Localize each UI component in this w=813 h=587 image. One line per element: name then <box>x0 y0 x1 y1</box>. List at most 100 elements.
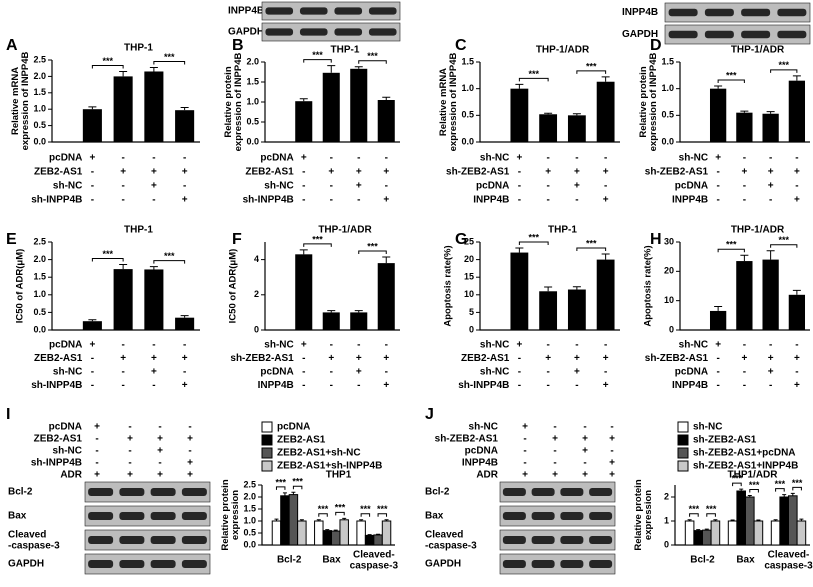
condition-mark: - <box>152 380 155 391</box>
legend-label: sh-ZEB2-AS1 <box>693 435 757 446</box>
y-axis-label: IC50 of ADR(μM) <box>228 249 239 324</box>
y-tick-label: 1.5 <box>246 76 259 86</box>
error-bar <box>354 66 363 69</box>
blot-band <box>502 536 526 544</box>
blot-band <box>589 488 613 496</box>
condition-mark: + <box>151 353 157 364</box>
y-tick-label: 2.5 <box>243 479 256 489</box>
condition-mark: + <box>383 195 389 206</box>
significance-bracket <box>576 70 607 74</box>
y-tick-label: 0.5 <box>246 116 259 126</box>
y-tick-label: 0.5 <box>33 120 46 130</box>
blot-band <box>704 8 734 17</box>
y-tick-label: 1 <box>664 515 669 525</box>
significance-bracket <box>576 247 607 251</box>
significance-bracket <box>749 489 759 493</box>
bar <box>297 520 307 546</box>
condition-label: pcDNA <box>476 181 509 192</box>
significance-bracket <box>153 61 186 65</box>
error-bar <box>376 533 381 535</box>
condition-mark: + <box>609 434 615 445</box>
x-tick-label: Bcl-2 <box>277 555 302 566</box>
condition-mark: - <box>121 380 124 391</box>
error-bar <box>687 519 692 521</box>
condition-mark: - <box>604 181 607 192</box>
condition-mark: + <box>574 367 580 378</box>
condition-mark: + <box>794 353 800 364</box>
condition-mark: - <box>769 340 772 351</box>
condition-label: pcDNA <box>675 181 708 192</box>
condition-mark: + <box>383 167 389 178</box>
condition-label: pcDNA <box>49 422 82 433</box>
blot-label: GAPDH <box>8 559 44 570</box>
condition-mark: - <box>604 340 607 351</box>
y-tick-label: 4 <box>254 254 259 264</box>
bar <box>322 530 332 546</box>
panel-letter: J <box>425 406 434 423</box>
significance-bracket <box>153 260 186 264</box>
y-tick-label: 20 <box>664 266 674 276</box>
y-tick-label: 0 <box>469 324 474 334</box>
condition-mark: - <box>385 340 388 351</box>
significance-bracket <box>91 64 124 69</box>
condition-mark: - <box>188 422 191 433</box>
condition-mark: - <box>518 167 521 178</box>
condition-label: sh-ZEB2-AS1 <box>435 434 499 445</box>
condition-mark: + <box>151 181 157 192</box>
significance-bracket <box>303 243 332 247</box>
error-bar <box>747 495 752 497</box>
significance-label: *** <box>778 60 789 70</box>
error-bar <box>291 491 296 495</box>
error-bar <box>714 85 723 89</box>
legend-swatch <box>677 460 689 472</box>
condition-mark: - <box>330 153 333 164</box>
condition-mark: - <box>553 446 556 457</box>
error-bar <box>601 253 610 260</box>
blot-band <box>265 7 294 15</box>
condition-label: sh-INPP4B <box>31 380 82 391</box>
panel-letter: H <box>650 231 662 248</box>
condition-label: sh-NC <box>469 422 498 433</box>
condition-mark: - <box>330 181 333 192</box>
error-bar <box>327 310 336 313</box>
condition-label: pcDNA <box>675 367 708 378</box>
chart-title: THP-1 <box>331 45 360 56</box>
legend-swatch <box>261 434 273 446</box>
blot-band <box>741 8 771 17</box>
condition-mark: + <box>582 446 588 457</box>
condition-mark: - <box>743 153 746 164</box>
condition-label: ZEB2-AS1 <box>461 353 510 364</box>
condition-mark: - <box>152 340 155 351</box>
legend-swatch <box>261 460 273 472</box>
condition-label: sh-NC <box>480 367 509 378</box>
condition-mark: + <box>120 167 126 178</box>
condition-mark: - <box>330 340 333 351</box>
condition-mark: + <box>715 153 721 164</box>
condition-mark: - <box>357 380 360 391</box>
condition-mark: - <box>183 181 186 192</box>
legend-label: ZEB2-AS1+sh-INPP4B <box>277 461 382 472</box>
bar <box>567 115 586 142</box>
significance-label: *** <box>586 238 597 248</box>
condition-label: sh-INPP4B <box>31 458 82 469</box>
condition-mark: + <box>120 353 126 364</box>
blot-label: INPP4B <box>622 7 658 18</box>
condition-mark: - <box>716 353 719 364</box>
condition-mark: - <box>302 181 305 192</box>
error-bar <box>333 529 338 532</box>
condition-mark: - <box>795 181 798 192</box>
blot-strip <box>499 505 616 527</box>
condition-mark: - <box>357 153 360 164</box>
bar <box>364 534 375 546</box>
y-tick-label: 1.0 <box>661 83 674 93</box>
blot-strip <box>84 529 211 551</box>
panel: E 0.0 0.5 1.0 1.5 2.0 2.5 IC50 of ADR(μM) THP-1 *… <box>6 225 200 391</box>
y-tick-label: 0.0 <box>33 324 46 334</box>
condition-label: sh-INPP4B <box>458 380 509 391</box>
error-bar <box>382 96 391 100</box>
bar <box>745 496 755 546</box>
condition-mark: - <box>575 195 578 206</box>
bar <box>762 113 779 142</box>
bar <box>736 261 753 330</box>
